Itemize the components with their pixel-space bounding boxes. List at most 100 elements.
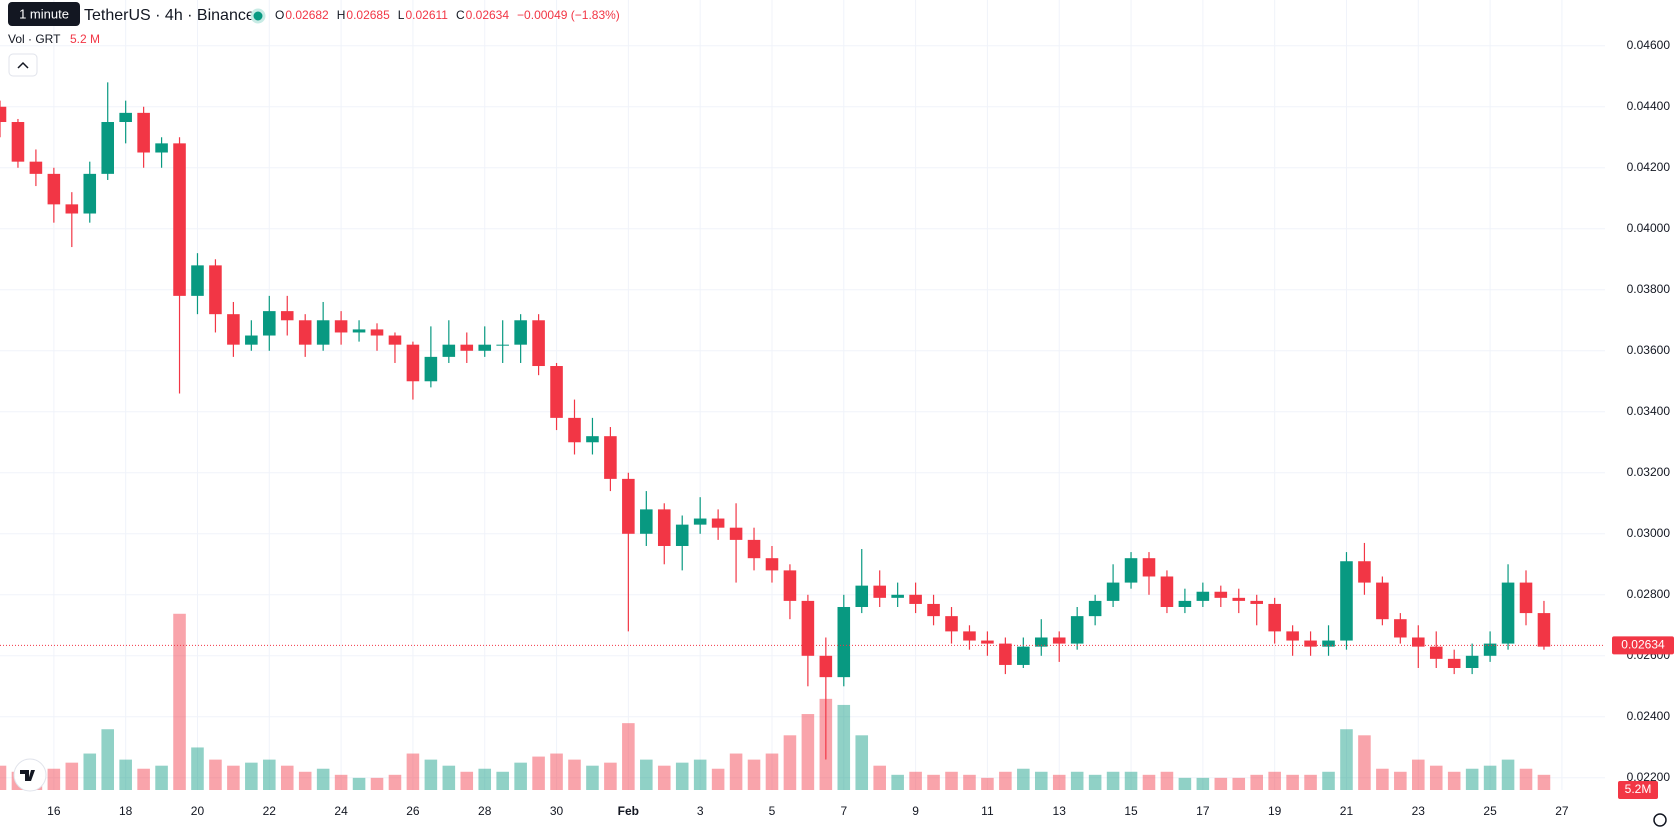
volume-bar	[729, 753, 743, 790]
y-tick-label: 0.03200	[1627, 465, 1671, 479]
candle-body	[245, 335, 258, 345]
volume-bar	[1196, 777, 1210, 790]
volume-bar	[981, 777, 994, 790]
candle-body	[227, 314, 240, 345]
x-tick-label: 22	[263, 804, 277, 818]
candle-body	[1052, 637, 1066, 644]
candle-body	[101, 122, 115, 174]
legend-label: H	[337, 8, 346, 22]
candle-body	[352, 329, 366, 333]
volume-bar	[1124, 771, 1138, 790]
candle-body	[460, 344, 474, 351]
candle-body	[1483, 643, 1497, 656]
candle-body	[747, 539, 761, 559]
candle-body	[711, 518, 725, 528]
candle-body	[1196, 591, 1210, 601]
volume-badge: 5.2M	[1625, 782, 1652, 796]
volume-bar	[298, 771, 312, 790]
candle-body	[298, 320, 312, 345]
volume-bar	[1142, 774, 1156, 790]
ui: 1 minute TetherUS · 4h · Binance O 0.0268…	[8, 2, 1674, 827]
candle-body	[388, 335, 402, 345]
x-tick-label: 19	[1268, 804, 1282, 818]
candle-body	[1394, 619, 1407, 638]
volume-bar	[675, 762, 689, 790]
volume-bar	[1034, 771, 1048, 790]
candle-body	[1447, 658, 1461, 668]
volume-bar	[1394, 771, 1407, 790]
volume-bar	[837, 704, 851, 790]
volume-bar	[1106, 771, 1120, 790]
x-tick-label: 27	[1555, 804, 1569, 818]
candle-body	[29, 161, 43, 174]
volume-bar	[209, 759, 222, 790]
volume-bar	[263, 759, 276, 790]
volume-bar	[1250, 774, 1263, 790]
volume-bar	[442, 765, 456, 790]
y-tick-label: 0.02800	[1627, 587, 1671, 601]
volume-bar	[927, 774, 940, 790]
candle-body	[981, 640, 994, 644]
settings[interactable]	[1653, 813, 1667, 827]
y-tick-label: 0.02200	[1627, 770, 1671, 784]
candle-body	[370, 329, 384, 336]
volume-bar	[568, 759, 581, 790]
volume-bar	[1483, 765, 1497, 790]
candle-body	[586, 436, 599, 443]
volume-bar	[227, 765, 240, 790]
volume-bar	[1519, 768, 1533, 790]
candle-body	[1160, 576, 1174, 607]
volume-bar	[1232, 777, 1246, 790]
y-tick-label: 0.04200	[1627, 160, 1671, 174]
volume-bar	[155, 765, 168, 790]
volume-bar	[1340, 729, 1353, 790]
tooltip: 1 minute	[19, 6, 69, 21]
x-tick-label: 15	[1124, 804, 1138, 818]
candle-body	[1070, 616, 1084, 644]
x-tick-label: 28	[478, 804, 492, 818]
y-tick-label: 0.03400	[1627, 404, 1671, 418]
volume-bar	[1214, 777, 1228, 790]
x-tick-label: 21	[1340, 804, 1354, 818]
volume-bar	[1017, 768, 1030, 790]
candle-body	[137, 112, 150, 153]
candle-body	[263, 311, 276, 336]
candle-body	[173, 143, 186, 296]
candle-body	[280, 311, 294, 321]
volume-bar	[891, 774, 904, 790]
x-tick-label: 13	[1053, 804, 1067, 818]
volume-bar	[640, 759, 653, 790]
candle-body	[783, 570, 797, 601]
candle-body	[622, 478, 635, 534]
marks	[0, 82, 1605, 790]
candle-body	[1017, 646, 1030, 665]
x-tick-label: 24	[334, 804, 348, 818]
volume-bar	[765, 753, 779, 790]
candle-body	[1124, 558, 1138, 583]
collapse-button[interactable]	[8, 53, 38, 77]
candle-body	[1519, 582, 1533, 614]
volume-bar	[657, 765, 671, 790]
candle-body	[11, 122, 25, 162]
candle-body	[442, 344, 456, 357]
volume-bar	[1178, 777, 1192, 790]
x-tick-label: 17	[1196, 804, 1210, 818]
candle-body	[478, 344, 492, 351]
volume-bar	[1268, 771, 1281, 790]
legend-value: 0.02634	[466, 8, 510, 22]
candle-body	[1322, 640, 1335, 647]
last-price-badge	[1612, 636, 1674, 655]
candle-body	[1250, 600, 1263, 604]
x-tick-label: Feb	[618, 804, 639, 818]
tooltip-bg	[8, 2, 80, 26]
candle-body	[424, 356, 438, 382]
volume-bar	[1412, 759, 1425, 790]
volume-title: Vol · GRT	[8, 32, 61, 46]
candle-body	[1465, 655, 1479, 668]
volume-bar	[173, 613, 186, 790]
candle-body	[675, 524, 689, 546]
volume-bar	[532, 756, 545, 790]
candle-body	[1358, 561, 1371, 583]
volume-bar	[1070, 771, 1084, 790]
volume-badge-bg	[1618, 781, 1658, 799]
